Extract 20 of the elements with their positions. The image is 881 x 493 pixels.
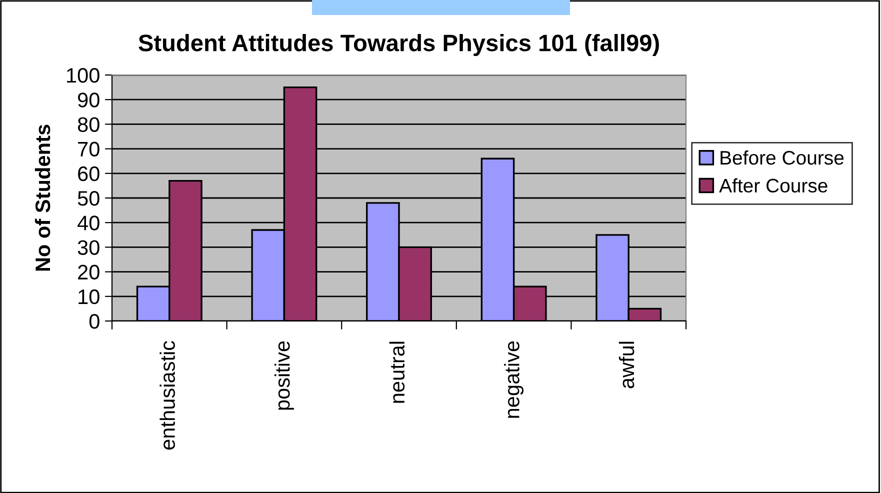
x-tick-label: negative: [504, 341, 524, 418]
y-tick-label: 70: [78, 142, 100, 157]
y-tick-label: 0: [89, 314, 100, 329]
x-tick-label: enthusiastic: [160, 340, 175, 450]
x-tick-label: awful: [618, 342, 634, 388]
y-tick-label: 100: [67, 68, 100, 83]
x-tick-label: neutral: [389, 342, 405, 403]
y-tick-label: 10: [78, 289, 100, 304]
y-tick-label: 40: [78, 216, 100, 230]
y-tick-label: 80: [78, 117, 100, 132]
chart-title: Student Attitudes Towards Physics 101 (fall99): [138, 34, 659, 56]
y-tick-label: 30: [78, 240, 100, 255]
x-tick-label: positive: [274, 341, 294, 410]
y-axis-title: No of Students: [34, 124, 50, 271]
y-tick-label: 50: [78, 191, 100, 206]
legend-label: Before Course: [720, 150, 844, 165]
y-tick-label: 20: [78, 264, 100, 280]
y-tick-label: 60: [78, 166, 100, 182]
legend-label: After Course: [719, 178, 828, 193]
y-tick-label: 90: [78, 92, 100, 108]
